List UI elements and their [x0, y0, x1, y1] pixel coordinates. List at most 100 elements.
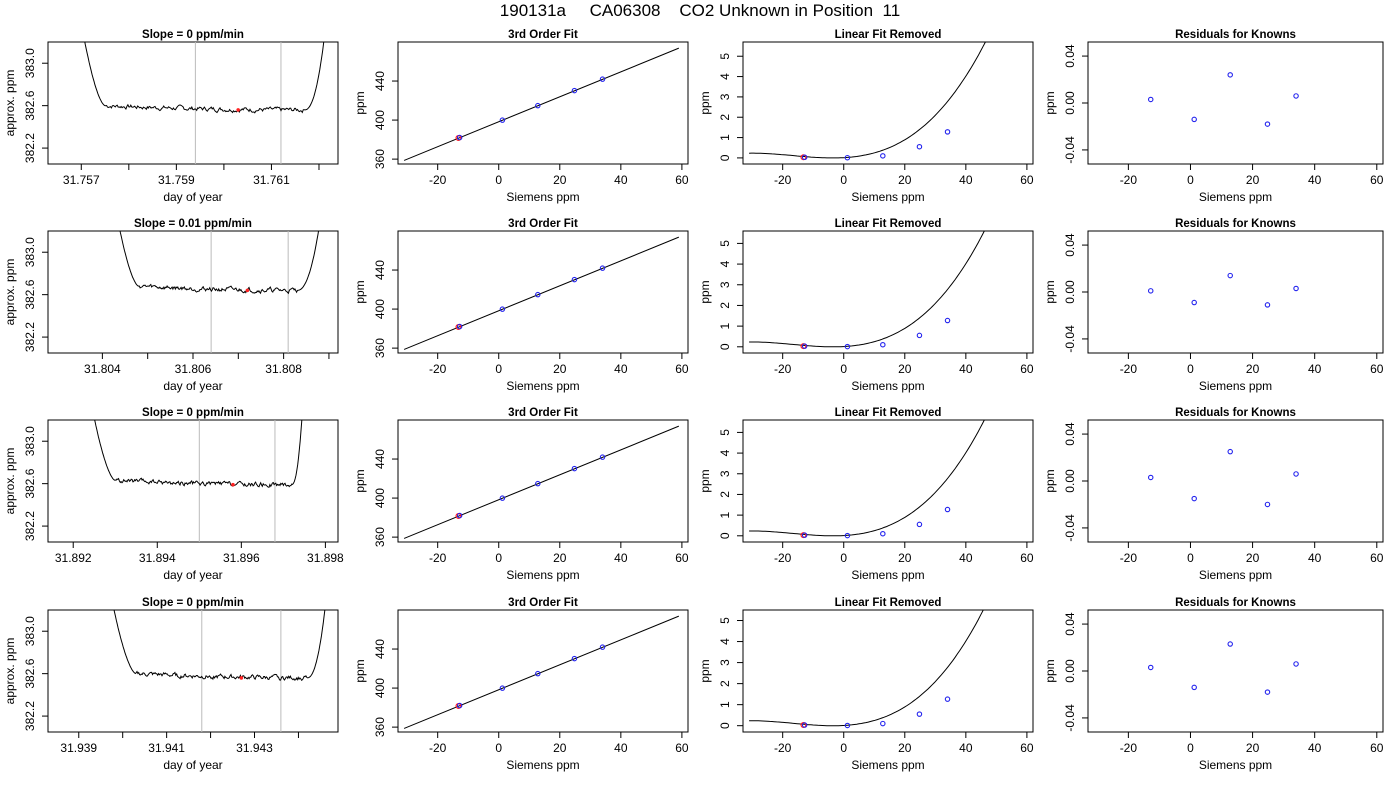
- y-tick-label: -0.04: [1063, 704, 1077, 732]
- plot-frame: [742, 419, 1034, 543]
- x-tick-label: 40: [1308, 741, 1322, 755]
- panel-title: Residuals for Knowns: [1175, 218, 1296, 230]
- known-point: [1293, 285, 1299, 292]
- x-tick-label: 0: [1187, 173, 1194, 187]
- known-point: [916, 332, 923, 339]
- y-tick-label: 400: [373, 110, 387, 130]
- x-tick-label: 20: [898, 173, 912, 187]
- y-tick-label: 0.00: [1063, 659, 1077, 683]
- fit-curve: [749, 610, 984, 727]
- known-point: [1227, 72, 1233, 78]
- y-axis-label: approx. ppm: [3, 70, 17, 137]
- y-tick-label: 5: [718, 53, 732, 60]
- y-tick-label: 0.00: [1063, 91, 1077, 115]
- y-tick-label: 4: [718, 73, 732, 80]
- y-tick-label: 382.2: [23, 701, 37, 731]
- known-point: [571, 87, 578, 94]
- known-point: [456, 134, 463, 141]
- x-tick-label: -20: [1120, 741, 1138, 755]
- y-axis-label: ppm: [698, 659, 712, 682]
- y-tick-label: 0.00: [1063, 280, 1077, 304]
- y-tick-label: 383.0: [23, 237, 37, 267]
- panel-4-4: Residuals for Knowns -20 0 20 40 60 -0.04 0.00 0…: [1043, 597, 1384, 772]
- x-tick-label: 40: [959, 173, 973, 187]
- y-tick-label: 0: [718, 154, 732, 161]
- known-point: [916, 711, 923, 717]
- panel-2-4: Residuals for Knowns -20 0 20 40 60 -0.04 0.00 0…: [1043, 218, 1384, 393]
- x-tick-label: 20: [1246, 362, 1260, 376]
- known-point: [1293, 471, 1299, 477]
- x-tick-label: 20: [898, 362, 912, 376]
- y-tick-label: 440: [373, 71, 387, 91]
- y-tick-label: 1: [718, 701, 732, 708]
- x-axis-label: Siemens ppm: [506, 190, 579, 204]
- y-axis-label: ppm: [353, 659, 367, 682]
- y-tick-label: 360: [373, 149, 387, 169]
- panel-3-4: Residuals for Knowns -20 0 20 40 60 -0.04 0.00 0…: [1043, 407, 1384, 582]
- y-tick-label: 0.00: [1063, 469, 1077, 493]
- known-point: [499, 685, 506, 691]
- y-tick-label: 383.0: [23, 48, 37, 78]
- y-tick-label: 382.6: [23, 658, 37, 688]
- known-point: [944, 317, 951, 324]
- known-point: [535, 480, 541, 487]
- plot-frame: [397, 41, 689, 165]
- panel-1-2: 3rd Order Fit -20 0 20 40 60 360 400 440 Siemens …: [353, 29, 689, 204]
- known-point: [499, 495, 506, 501]
- known-point: [944, 129, 951, 135]
- x-axis-label: Siemens ppm: [851, 190, 924, 204]
- y-axis-label: approx. ppm: [3, 638, 17, 705]
- sample-point: [239, 676, 244, 680]
- panel-2-1: Slope = 0.01 ppm/min 31.804 31.806 31.808 38…: [3, 218, 339, 393]
- y-tick-label: 0.04: [1063, 44, 1077, 68]
- y-tick-label: 382.6: [23, 90, 37, 120]
- y-tick-label: 5: [718, 429, 732, 436]
- known-point: [571, 655, 578, 662]
- x-tick-label: 40: [614, 362, 628, 376]
- plot-frame: [742, 230, 1034, 354]
- x-tick-label: 40: [614, 551, 628, 565]
- trace-line: [94, 420, 303, 488]
- x-tick-label: 20: [553, 362, 567, 376]
- fit-line: [403, 236, 680, 350]
- x-tick-label: 31.892: [55, 551, 92, 565]
- x-tick-label: 31.898: [307, 551, 344, 565]
- y-tick-label: 5: [718, 617, 732, 624]
- y-tick-label: 1: [718, 511, 732, 518]
- x-tick-label: 0: [840, 551, 847, 565]
- y-tick-label: 2: [718, 302, 732, 309]
- x-tick-label: 40: [1308, 173, 1322, 187]
- y-axis-label: ppm: [1043, 469, 1057, 492]
- x-tick-label: 0: [840, 362, 847, 376]
- plot-area: [403, 615, 680, 729]
- known-point: [571, 276, 578, 283]
- x-tick-label: 31.939: [60, 741, 97, 755]
- x-tick-label: 31.896: [223, 551, 260, 565]
- y-tick-label: 360: [373, 717, 387, 737]
- known-point: [801, 154, 808, 161]
- x-tick-label: 0: [495, 551, 502, 565]
- x-axis-label: Siemens ppm: [1199, 379, 1272, 393]
- known-point: [1264, 121, 1271, 127]
- plot-area: [113, 610, 326, 732]
- trace-line: [119, 231, 320, 295]
- known-point: [499, 306, 506, 312]
- panel-title: Residuals for Knowns: [1175, 597, 1296, 609]
- y-tick-label: 0: [718, 343, 732, 350]
- plot-area: [749, 610, 984, 729]
- x-tick-label: 60: [1370, 173, 1384, 187]
- y-tick-label: 440: [373, 449, 387, 469]
- panel-2-2: 3rd Order Fit -20 0 20 40 60 360 400 440 Siemens …: [353, 218, 689, 393]
- y-axis-label: ppm: [1043, 659, 1057, 682]
- y-axis-label: ppm: [1043, 280, 1057, 303]
- x-axis-label: Siemens ppm: [851, 568, 924, 582]
- known-point: [599, 454, 606, 460]
- y-tick-label: 360: [373, 527, 387, 547]
- panel-1-1: Slope = 0 ppm/min 31.757 31.759 31.761 382.2…: [3, 29, 339, 204]
- known-point: [1147, 474, 1154, 481]
- known-point: [801, 343, 808, 349]
- plot-area: [749, 42, 986, 161]
- x-tick-label: -20: [429, 551, 447, 565]
- panel-title: Slope = 0 ppm/min: [142, 29, 244, 41]
